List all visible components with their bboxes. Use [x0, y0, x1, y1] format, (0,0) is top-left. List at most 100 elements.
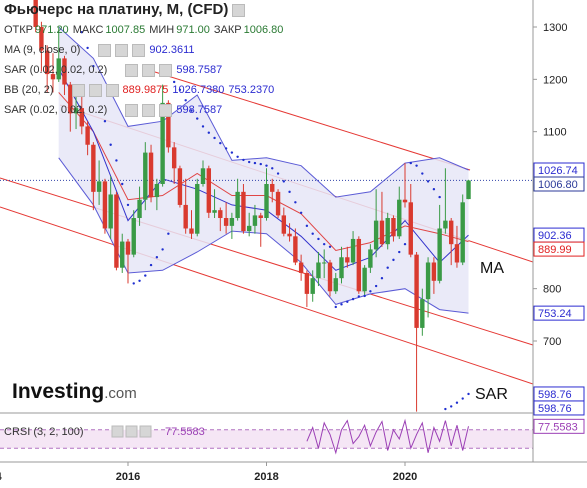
candle-body — [391, 218, 396, 237]
candle-body — [125, 241, 131, 255]
ohlc-value: 1007.85 — [105, 24, 146, 36]
annotation: SAR — [475, 386, 508, 403]
candle-body — [85, 126, 90, 145]
candle-body — [270, 183, 275, 192]
candle-body — [229, 218, 235, 226]
crsi-label: CRSI (3, 2, 100) — [4, 426, 83, 438]
sar-dot — [444, 407, 447, 411]
candle-body — [264, 183, 269, 219]
candle-body — [160, 102, 165, 184]
candle-body — [443, 220, 448, 229]
candle-body — [293, 236, 298, 263]
candle-body — [218, 210, 223, 219]
indicator-label: SAR (0.02, 0.02, 0.2) — [4, 104, 108, 116]
sar-dot — [421, 172, 424, 175]
indicator-icon[interactable] — [132, 43, 146, 57]
candle-body — [425, 262, 431, 300]
candle-body — [177, 168, 183, 205]
indicator-icon[interactable] — [159, 103, 173, 117]
indicator-value: 889.9875 — [122, 84, 169, 96]
y-tick-label: 1200 — [543, 74, 567, 86]
sar-dot — [213, 136, 216, 140]
sar-dot — [196, 117, 199, 120]
price-label: 753.24 — [538, 308, 572, 320]
indicator-icon[interactable] — [125, 103, 139, 117]
sar-dot — [415, 164, 418, 167]
sar-dot — [109, 143, 112, 146]
indicator-icon[interactable] — [159, 63, 173, 77]
candle-body — [68, 84, 73, 114]
sar-dot — [282, 180, 286, 183]
sar-dot — [86, 46, 89, 50]
icon[interactable] — [232, 3, 246, 17]
indicator-icon[interactable] — [115, 43, 129, 57]
bb-fill — [58, 27, 469, 314]
candle-body — [166, 102, 171, 148]
x-tick-label: 2014 — [0, 471, 3, 483]
candle-body — [91, 144, 96, 192]
sar-dot — [322, 242, 326, 246]
candle-body — [189, 228, 194, 234]
indicator-value: 902.3611 — [149, 44, 195, 56]
crsi-icon — [125, 425, 138, 438]
annotation: MA — [480, 260, 504, 277]
candle-body — [223, 218, 229, 226]
y-tick-label: 1300 — [543, 22, 567, 34]
x-tick-label: 2020 — [393, 471, 417, 483]
sar-dot — [363, 294, 366, 298]
candle-body — [120, 241, 125, 268]
crsi-value: 77.5583 — [165, 426, 205, 438]
sar-dot — [374, 284, 378, 288]
sar-dot — [450, 405, 453, 408]
indicator-icon[interactable] — [125, 63, 139, 77]
candle-body — [44, 50, 50, 75]
channel-line — [0, 177, 533, 346]
candle-body — [56, 58, 61, 80]
sar-dot — [149, 263, 153, 267]
indicator-icon[interactable] — [105, 83, 119, 97]
sar-dot — [426, 180, 430, 183]
sar-dot — [305, 224, 309, 228]
sar-dot — [392, 258, 395, 262]
sar-dot — [340, 303, 343, 306]
logo-suffix: .com — [104, 385, 137, 402]
candle-body — [420, 299, 425, 328]
price-label-box — [533, 400, 585, 416]
indicator-icon[interactable] — [71, 83, 85, 97]
indicator-icon[interactable] — [98, 43, 112, 57]
x-tick-label: 2016 — [116, 471, 140, 483]
candle-body — [258, 215, 263, 219]
sar-dot — [432, 188, 436, 191]
candle-body — [362, 267, 367, 292]
crsi-icon — [139, 425, 152, 438]
candle-body — [449, 220, 454, 245]
sar-dot — [247, 160, 251, 164]
indicator-icon[interactable] — [142, 103, 156, 117]
indicator-row: MA (9, close, 0) 902.3611 — [0, 40, 287, 60]
candle-body — [321, 262, 327, 264]
candle-body — [373, 220, 379, 250]
candle-body — [431, 262, 437, 281]
sar-dot — [265, 164, 268, 167]
sar-dot — [138, 279, 141, 283]
legend: Фьючерс на платину, M, (CFD) ОТКР 971.20 М… — [0, 0, 287, 120]
candle-body — [206, 168, 212, 213]
ohlc-row: ОТКР 971.20 МАКС 1007.85 МИН 971.00 ЗАКР 1006.8… — [0, 20, 287, 40]
indicator-label: SAR (0.02, 0.02, 0.2) — [4, 64, 108, 76]
sar-dot — [167, 232, 170, 235]
indicator-icon[interactable] — [142, 63, 156, 77]
sar-dot — [126, 203, 130, 207]
title-row: Фьючерс на платину, M, (CFD) — [0, 0, 287, 20]
ohlc-name: МАКС — [72, 24, 104, 36]
indicator-icon[interactable] — [88, 83, 102, 97]
y-tick-label: 800 — [543, 284, 561, 296]
sar-dot — [438, 195, 441, 199]
chart-title: Фьючерс на платину, M, (CFD) — [4, 1, 229, 18]
y-tick-label: 1100 — [543, 127, 567, 139]
sar-dot — [351, 297, 355, 301]
sar-dot — [155, 256, 159, 259]
sar-dot — [207, 131, 211, 134]
candle-body — [327, 262, 333, 292]
candle-body — [102, 181, 108, 229]
